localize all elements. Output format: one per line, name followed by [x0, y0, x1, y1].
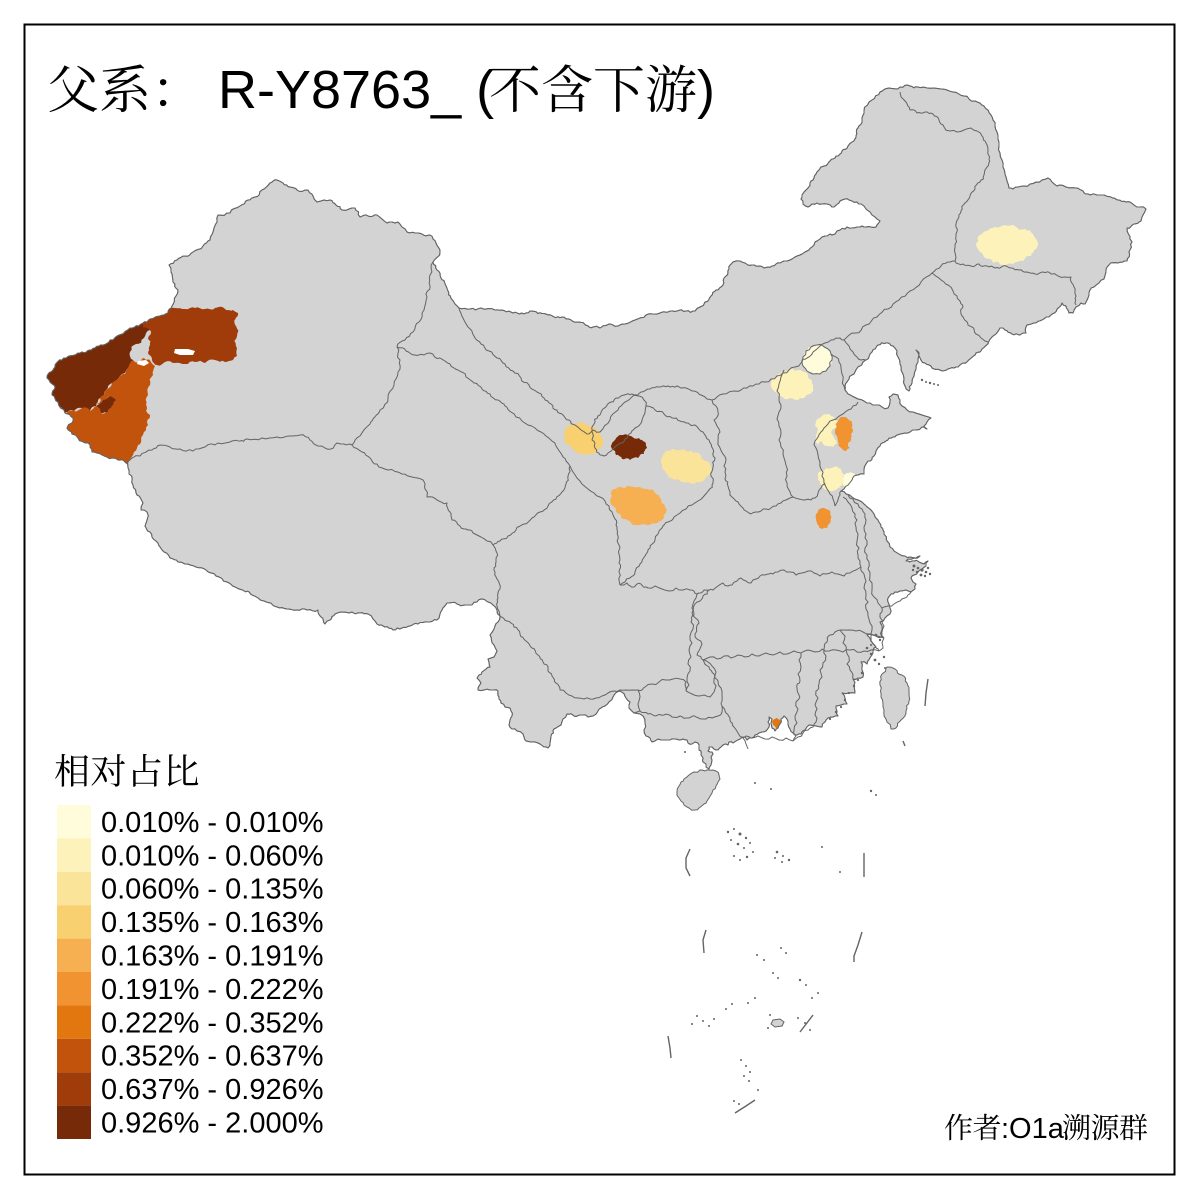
svg-text:): ): [697, 60, 715, 120]
svg-text:0.352% - 0.637%: 0.352% - 0.637%: [101, 1041, 323, 1073]
svg-text::O1a: :O1a: [1001, 1113, 1065, 1145]
svg-text:0.637% - 0.926%: 0.637% - 0.926%: [101, 1074, 323, 1106]
svg-text:0.222% - 0.352%: 0.222% - 0.352%: [101, 1007, 323, 1039]
svg-text:0.010% - 0.010%: 0.010% - 0.010%: [101, 807, 323, 839]
svg-text:0.191% - 0.222%: 0.191% - 0.222%: [101, 974, 323, 1006]
svg-text:0.010% - 0.060%: 0.010% - 0.060%: [101, 840, 323, 872]
svg-text:0.163% - 0.191%: 0.163% - 0.191%: [101, 941, 323, 973]
svg-text:R-Y8763_ (: R-Y8763_ (: [218, 60, 494, 120]
svg-text:0.060% - 0.135%: 0.060% - 0.135%: [101, 874, 323, 906]
svg-text:0.135% - 0.163%: 0.135% - 0.163%: [101, 907, 323, 939]
svg-text:0.926% - 2.000%: 0.926% - 2.000%: [101, 1108, 323, 1140]
